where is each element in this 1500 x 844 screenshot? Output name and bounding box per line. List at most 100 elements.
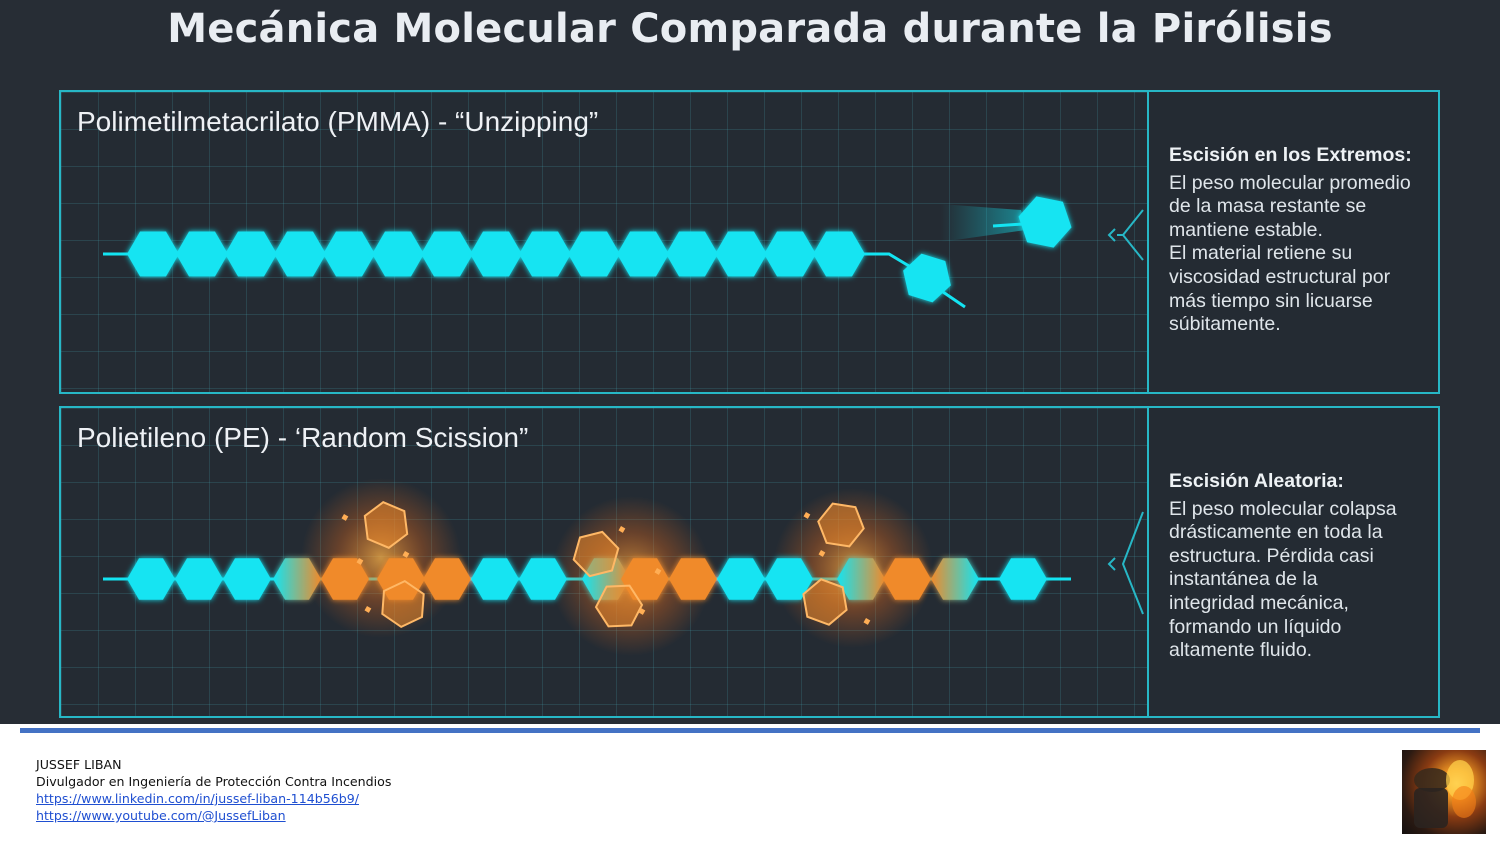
pmma-detaching-monomer xyxy=(903,253,951,303)
debris-fragment xyxy=(402,551,410,558)
pmma-monomer-chain xyxy=(127,231,865,277)
pe-panel-divider xyxy=(1147,408,1149,716)
pmma-monomer xyxy=(470,231,522,277)
pe-monomer xyxy=(717,558,765,600)
pe-panel-title: Polietileno (PE) - ‘Random Scission” xyxy=(77,422,529,453)
pmma-detaching-tail xyxy=(942,290,966,309)
pmma-monomer xyxy=(225,231,277,277)
chevron-left-icon xyxy=(1107,557,1116,571)
debris-fragment xyxy=(364,606,372,613)
debris-fragment xyxy=(618,526,626,533)
pmma-monomer xyxy=(1018,196,1072,248)
debris-fragment xyxy=(654,568,662,575)
debris-fragment xyxy=(803,512,811,519)
pmma-free-monomer-tail xyxy=(992,222,1024,228)
debris-fragment xyxy=(863,618,871,625)
pmma-description: Escisión en los Extremos: El peso molecu… xyxy=(1169,144,1434,337)
pe-description-line: El peso molecular colapsa xyxy=(1169,497,1397,520)
chevron-left-icon xyxy=(1107,228,1116,242)
pmma-monomer xyxy=(421,231,473,277)
broken-monomer xyxy=(381,579,425,629)
pe-monomer xyxy=(669,558,717,600)
broken-monomer xyxy=(363,501,409,549)
broken-monomer xyxy=(594,584,644,628)
pe-description-line: integridad mecánica, xyxy=(1169,591,1349,614)
pmma-pointer-bracket xyxy=(1121,209,1144,261)
pe-random-scission-diagram xyxy=(103,478,1144,656)
pmma-monomer xyxy=(372,231,424,277)
page-title: Mecánica Molecular Comparada durante la … xyxy=(167,6,1333,52)
pmma-description-line: de la masa restante se xyxy=(1169,195,1367,218)
pmma-monomer xyxy=(568,231,620,277)
pmma-description-line: El peso molecular promedio xyxy=(1169,171,1411,194)
pe-broken-fragments xyxy=(341,501,871,629)
pmma-description-line: viscosidad estructural por xyxy=(1169,265,1391,288)
pe-monomer xyxy=(519,558,567,600)
linkedin-link[interactable]: https://www.linkedin.com/in/jussef-liban… xyxy=(36,791,359,806)
pe-description-line: estructura. Pérdida casi xyxy=(1169,544,1374,567)
scission-glow xyxy=(301,478,461,638)
pmma-description-line: mantiene estable. xyxy=(1169,218,1323,241)
pmma-unzipping-diagram xyxy=(103,196,1144,309)
pmma-monomer xyxy=(323,231,375,277)
pmma-monomer xyxy=(274,231,326,277)
pmma-monomer xyxy=(519,231,571,277)
pe-monomer xyxy=(931,558,979,600)
pe-description-line: drásticamente en toda la xyxy=(1169,521,1383,544)
broken-monomer xyxy=(802,578,848,626)
debris-fragment xyxy=(638,608,646,615)
pe-monomer-chain xyxy=(127,558,1047,600)
pmma-monomer xyxy=(764,231,816,277)
pmma-chain-tail xyxy=(869,252,910,268)
pe-description-line: formando un líquido xyxy=(1169,615,1342,638)
broken-monomer xyxy=(817,502,865,548)
pmma-monomer xyxy=(715,231,767,277)
pmma-panel-divider xyxy=(1147,92,1149,392)
pmma-panel: Polimetilmetacrilato (PMMA) - “Unzipping… xyxy=(59,90,1440,394)
pmma-description-heading: Escisión en los Extremos: xyxy=(1169,144,1412,166)
broken-monomer xyxy=(572,530,620,578)
author-name: JUSSEF LIBAN xyxy=(36,757,122,772)
author-role: Divulgador en Ingeniería de Protección C… xyxy=(36,774,392,789)
pe-monomer xyxy=(883,558,931,600)
pe-description-line: instantánea de la xyxy=(1169,568,1318,591)
pe-monomer xyxy=(837,558,885,600)
pmma-description-line: más tiempo sin licuarse xyxy=(1169,289,1373,312)
pmma-monomer xyxy=(127,231,179,277)
pmma-monomer xyxy=(666,231,718,277)
slide: Mecánica Molecular Comparada durante la … xyxy=(0,0,1500,724)
pmma-motion-trail xyxy=(941,204,1026,242)
pmma-panel-title: Polimetilmetacrilato (PMMA) - “Unzipping… xyxy=(77,106,599,137)
footer-divider xyxy=(20,728,1480,733)
pe-monomer xyxy=(999,558,1047,600)
pe-monomer xyxy=(127,558,175,600)
firefighter-photo-art xyxy=(1414,760,1476,828)
firefighter-photo xyxy=(1402,750,1486,834)
pmma-monomer xyxy=(813,231,865,277)
pe-panel: Polietileno (PE) - ‘Random Scission” xyxy=(59,406,1440,718)
pmma-monomer xyxy=(903,253,951,303)
pmma-monomer xyxy=(617,231,669,277)
pmma-monomer xyxy=(176,231,228,277)
pe-monomer xyxy=(223,558,271,600)
pmma-free-monomer xyxy=(1018,196,1072,248)
pe-monomer xyxy=(471,558,519,600)
pe-description: Escisión Aleatoria: El peso molecular co… xyxy=(1169,470,1434,663)
pe-description-box xyxy=(1149,408,1438,716)
pe-monomer xyxy=(321,558,369,600)
youtube-link[interactable]: https://www.youtube.com/@JussefLiban xyxy=(36,808,286,823)
debris-fragment xyxy=(356,558,364,565)
pe-monomer xyxy=(765,558,813,600)
pmma-description-line: súbitamente. xyxy=(1169,313,1281,336)
pmma-description-line: El material retiene su xyxy=(1169,242,1353,265)
pe-monomer xyxy=(273,558,321,600)
pe-monomer xyxy=(175,558,223,600)
pe-pointer-bracket xyxy=(1121,511,1144,615)
pe-description-line: altamente fluido. xyxy=(1169,639,1313,662)
pmma-description-box xyxy=(1149,92,1438,392)
debris-fragment xyxy=(341,514,349,521)
pe-monomer xyxy=(423,558,471,600)
debris-fragment xyxy=(818,550,826,557)
author-footer: JUSSEF LIBAN Divulgador en Ingeniería de… xyxy=(36,756,391,824)
pe-description-heading: Escisión Aleatoria: xyxy=(1169,470,1344,492)
